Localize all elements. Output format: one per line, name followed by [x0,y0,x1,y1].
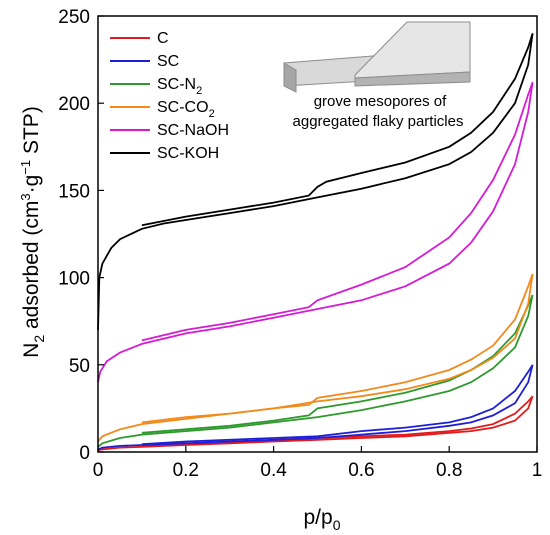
series-sc-n2-desorption [141,294,534,434]
x-tick-label: 0.6 [348,460,374,481]
x-tick-label: 1 [532,460,543,481]
plot-frame [97,15,538,453]
annotation-line-1: grove mesopores of [314,93,447,110]
legend-label-sc: SC [157,53,179,70]
series-sc-co2-adsorption [97,273,534,443]
x-tick-label: 0 [93,460,104,481]
series-c-adsorption [97,395,534,452]
flake-left-edge [283,62,297,93]
legend-label-sc-koh: SC-KOH [157,145,219,162]
x-axis-title: p/p0 [304,506,341,533]
series-sc-koh-adsorption [97,33,534,330]
flake-right [354,21,471,79]
series-sc-koh-desorption [141,33,534,227]
series-sc-desorption [141,364,534,446]
series-sc-naoh-desorption [141,81,534,342]
series-sc-n2-adsorption [97,294,534,448]
y-tick-label: 0 [79,443,90,464]
series-sc-adsorption [97,364,534,451]
legend-label-sc-n2: SC-N2 [157,76,202,97]
flaky-particles-illustration [283,21,471,93]
y-tick-label: 100 [58,269,90,290]
y-tick-label: 200 [58,94,90,115]
annotation-line-2: aggregated flaky particles [293,113,464,130]
legend-label-sc-naoh: SC-NaOH [157,122,229,139]
y-tick-label: 250 [58,7,90,28]
x-tick-label: 0.8 [436,460,462,481]
series-sc-co2-desorption [141,273,534,424]
legend-label-sc-co2: SC-CO2 [157,99,215,120]
series-sc-naoh-adsorption [97,82,534,383]
x-tick-label: 0.2 [173,460,199,481]
flake-right-base [354,71,471,87]
x-tick-label: 0.4 [260,460,287,481]
legend-label-c: C [157,30,169,47]
y-tick-label: 150 [58,181,90,202]
y-axis-title: N2 adsorbed (cm3·g−1 STP) [18,106,47,358]
y-tick-label: 50 [69,356,90,377]
